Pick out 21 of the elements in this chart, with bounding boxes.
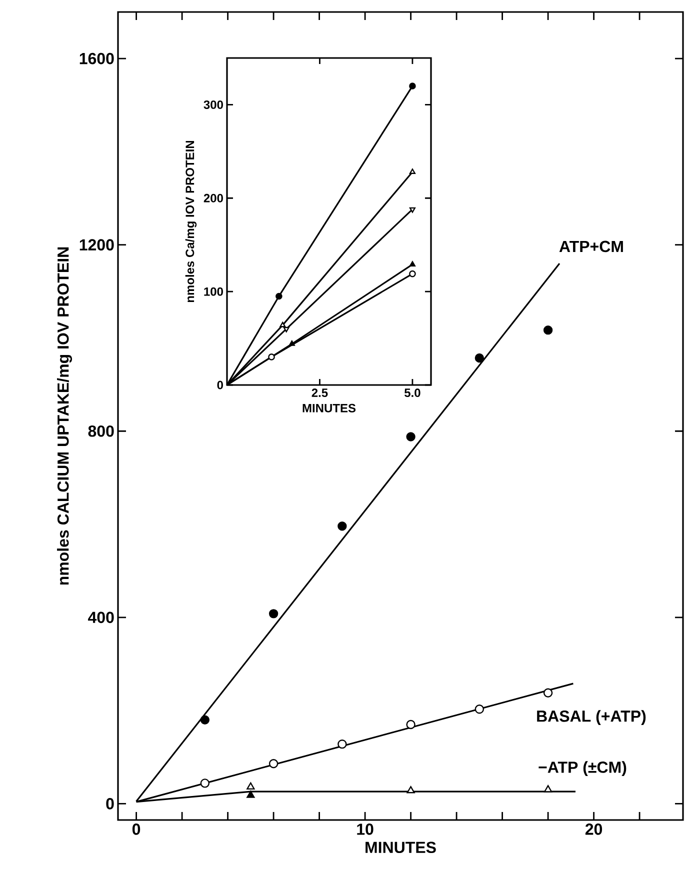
x-tick-label: 5.0: [404, 388, 420, 398]
x-axis-title: MINUTES: [302, 404, 356, 412]
y-tick-label: 200: [204, 194, 223, 202]
y-tick-label: 100: [204, 287, 223, 296]
x-tick-label: 10: [357, 824, 374, 835]
y-axis-title: nmoles CALCIUM UPTAKE/mg IOV PROTEIN: [57, 247, 72, 585]
y-tick-label: 800: [88, 425, 114, 437]
y-tick-label: 1600: [80, 52, 114, 64]
annotation: −ATP (±CM): [538, 761, 626, 776]
y-axis-title: nmoles Ca/mg IOV PROTEIN: [185, 140, 197, 302]
y-tick-label: 400: [88, 612, 114, 624]
x-tick-label: 2.5: [312, 388, 328, 398]
y-tick-label: 0: [106, 798, 114, 810]
y-tick-label: 1200: [80, 239, 114, 251]
y-tick-label: 300: [204, 100, 223, 109]
x-tick-label: 20: [585, 824, 602, 835]
x-tick-label: 0: [132, 824, 140, 835]
annotation: ATP+CM: [559, 240, 623, 252]
annotation: BASAL (+ATP): [537, 710, 646, 726]
x-axis-title: MINUTES: [366, 842, 436, 854]
y-tick-label: 0: [217, 380, 223, 390]
